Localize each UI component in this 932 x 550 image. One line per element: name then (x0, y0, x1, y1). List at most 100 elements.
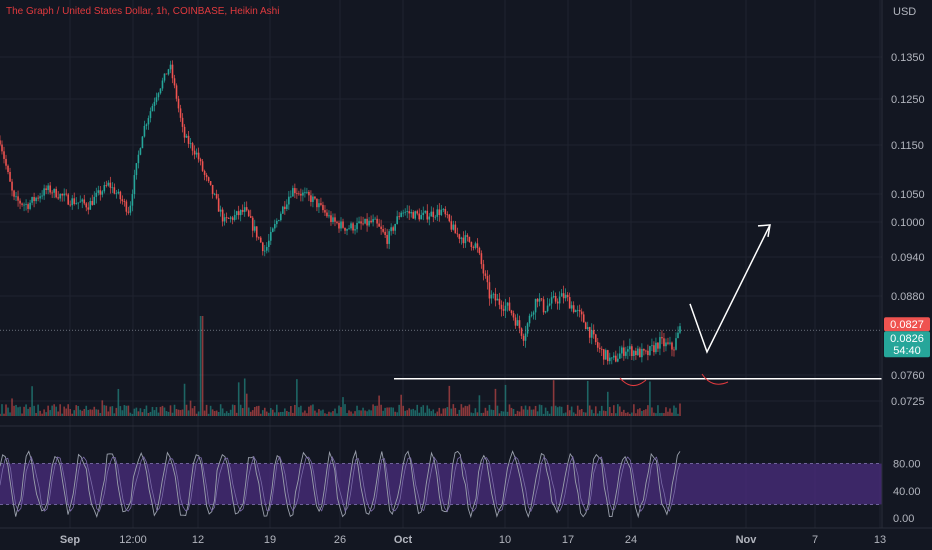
price-pane[interactable] (0, 60, 681, 365)
volume-bar (651, 407, 653, 416)
volume-bar (233, 405, 236, 416)
annotation-arc-left (619, 377, 647, 386)
volume-bar (292, 412, 294, 416)
volume-bar (436, 411, 439, 416)
current-price-badge-bg (884, 331, 930, 358)
volume-bar (296, 379, 298, 416)
volume-bar (608, 406, 611, 416)
oscillator-pane[interactable] (0, 449, 882, 519)
candle-body (235, 211, 238, 216)
candle-body (241, 209, 244, 212)
volume-bar (263, 407, 266, 416)
time-tick-label-9: Nov (736, 534, 758, 546)
volume-bar (259, 413, 262, 416)
candle-body (508, 302, 511, 311)
candle-body (402, 212, 404, 214)
candle-body (516, 320, 519, 326)
volume-bar (103, 405, 106, 416)
volume-bar (51, 405, 53, 416)
volume-bar (454, 407, 457, 416)
candle-body (488, 282, 491, 299)
candle-body (193, 150, 196, 155)
annotation-drawings[interactable] (619, 224, 771, 386)
volume-bar (65, 408, 67, 416)
candle-body (592, 330, 595, 335)
candle-body (558, 296, 561, 304)
candle-body (344, 227, 346, 231)
current-price-badge: 0.0826 54:40 (884, 331, 930, 358)
volume-bar (151, 406, 154, 416)
candle-body (526, 323, 529, 334)
candle-body (197, 152, 200, 160)
candle-body (484, 273, 487, 276)
candle-body (243, 207, 246, 212)
candle-body (432, 211, 435, 218)
volume-bar (330, 412, 332, 416)
volume-bar (294, 404, 296, 416)
volume-bar (370, 410, 372, 416)
candle-body (147, 118, 150, 125)
candle-body (127, 211, 130, 213)
candle-body (486, 275, 489, 283)
volume-bar (641, 411, 643, 416)
volume-bar (645, 409, 647, 416)
candle-body (229, 217, 232, 219)
volume-bar (673, 405, 675, 416)
candle-body (43, 188, 45, 196)
volume-bar (193, 406, 196, 416)
volume-bar (338, 405, 340, 416)
candle-body (418, 213, 421, 220)
candle-body (550, 297, 553, 304)
volume-bar (530, 409, 533, 416)
volume-bar (378, 395, 380, 416)
candle-body (51, 192, 53, 194)
oscillator-axis[interactable]: 80.00 40.00 0.00 (893, 459, 921, 525)
volume-bar (121, 410, 124, 416)
oscillator-line-k (0, 449, 681, 519)
last-price-text: 0.0827 (890, 319, 924, 331)
oscillator-line-d (0, 455, 681, 513)
candle-body (318, 203, 320, 208)
volume-bar (444, 408, 447, 416)
candle-body (63, 193, 65, 196)
candle-body (35, 197, 37, 202)
volume-bar (61, 413, 63, 416)
time-axis[interactable]: Sep 12:00 12 19 26 Oct 10 17 24 Nov 7 13 (60, 534, 886, 546)
osc-tick-label-0: 80.00 (893, 459, 921, 471)
candle-body (15, 196, 17, 198)
volume-bar (109, 406, 112, 416)
volume-bar (97, 409, 100, 416)
volume-bar (402, 405, 404, 416)
volume-bar (183, 383, 186, 416)
candle-body (263, 250, 266, 252)
candle-body (376, 218, 378, 224)
volume-bar (43, 409, 45, 416)
volume-bar (422, 405, 425, 416)
volume-bar (468, 404, 471, 416)
volume-bar (396, 412, 398, 416)
candle-body (316, 198, 318, 208)
volume-bar (245, 393, 248, 416)
volume-bar (498, 413, 501, 416)
volume-bar (159, 406, 162, 416)
candle-body (653, 345, 655, 353)
candle-body (191, 143, 194, 151)
volume-bar (540, 405, 543, 416)
volume-bar (566, 404, 569, 416)
volume-bar (346, 413, 348, 416)
price-tick-label-6: 0.0880 (891, 291, 925, 303)
candle-body (225, 217, 228, 219)
volume-bar (472, 413, 475, 416)
last-price-badge-bg (884, 317, 930, 332)
price-axis[interactable]: 0.1350 0.1250 0.1150 0.1050 0.1000 0.0940 0.08… (891, 52, 925, 408)
volume-bar (195, 413, 198, 416)
candle-body (57, 197, 59, 199)
candle-body (169, 64, 172, 70)
volume-bar (623, 409, 625, 416)
candle-body (89, 200, 92, 210)
candle-body (203, 170, 206, 175)
volume-bar (362, 407, 364, 416)
volume-bar (53, 404, 55, 416)
candle-body (105, 185, 108, 186)
